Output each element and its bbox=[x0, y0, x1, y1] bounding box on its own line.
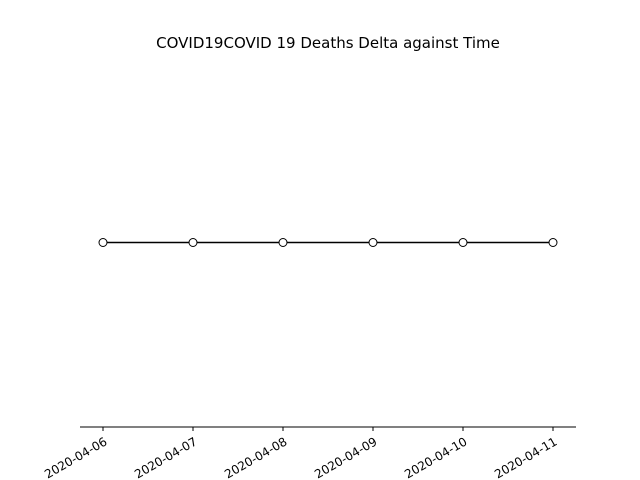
x-tick-label: 2020-04-06 bbox=[42, 434, 109, 480]
data-point bbox=[188, 238, 198, 247]
x-tick-label: 2020-04-07 bbox=[132, 434, 199, 480]
data-point bbox=[368, 238, 378, 247]
data-point bbox=[458, 238, 468, 247]
series-markers bbox=[98, 238, 558, 247]
x-tick-label: 2020-04-11 bbox=[492, 434, 559, 480]
data-point bbox=[98, 238, 108, 247]
data-point bbox=[278, 238, 288, 247]
x-tick-label: 2020-04-09 bbox=[312, 434, 379, 480]
data-point bbox=[548, 238, 558, 247]
x-ticks: 2020-04-06 2020-04-07 2020-04-08 2020-04-09… bbox=[42, 427, 560, 480]
x-tick-label: 2020-04-08 bbox=[222, 434, 289, 480]
x-tick-label: 2020-04-10 bbox=[402, 434, 469, 480]
chart-title: COVID19COVID 19 Deaths Delta against Tim… bbox=[156, 34, 500, 52]
